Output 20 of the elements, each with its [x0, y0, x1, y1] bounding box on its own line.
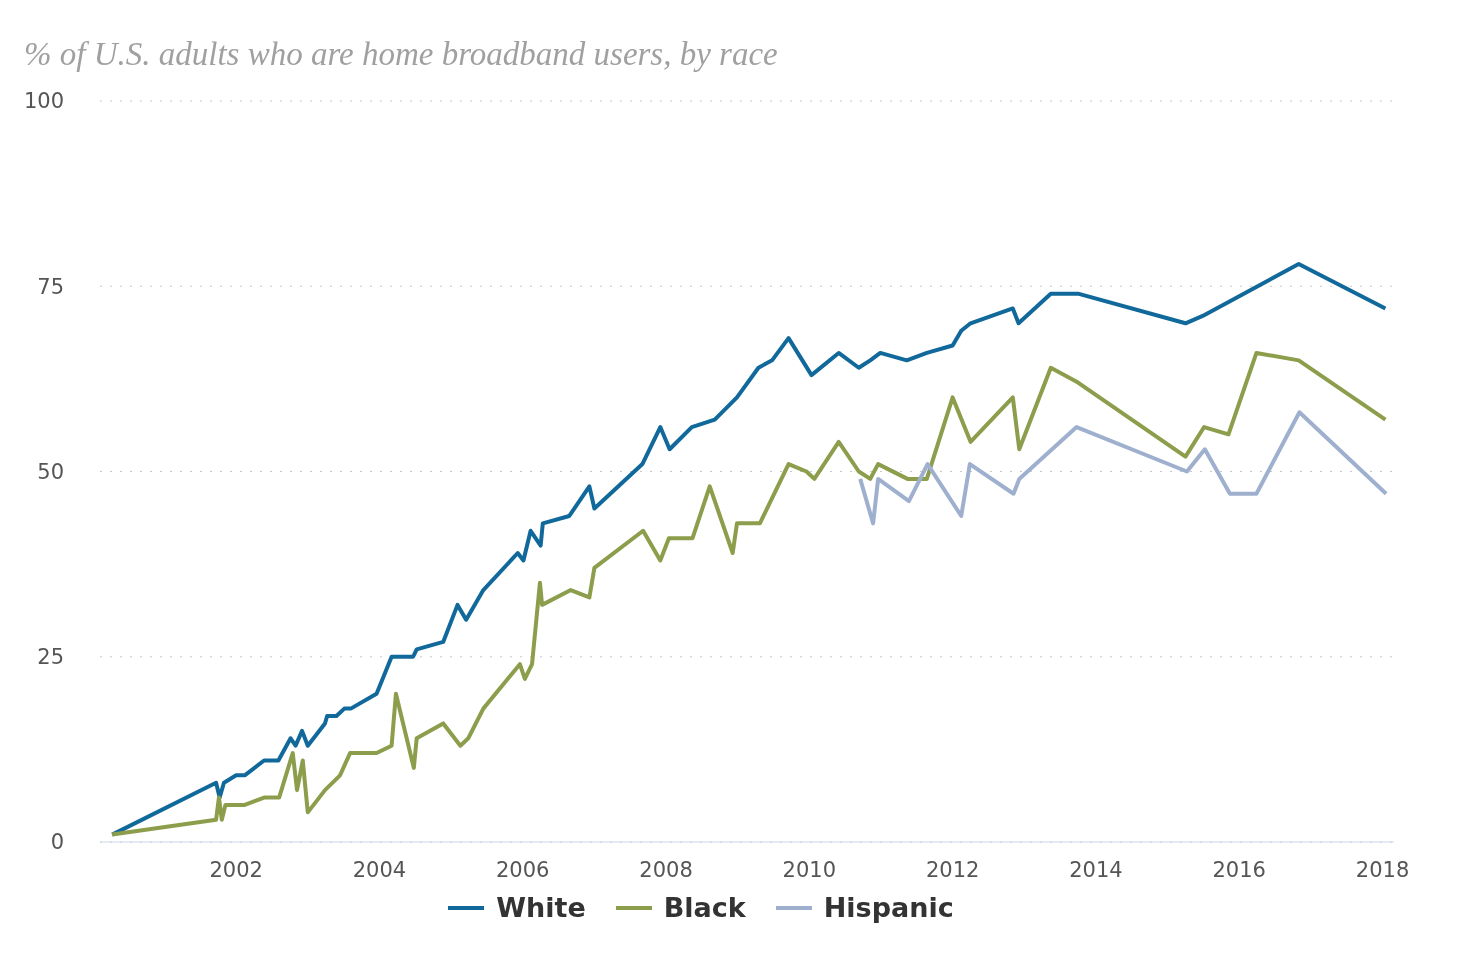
- x-tick-label: 2016: [1212, 857, 1266, 882]
- x-tick-label: 2004: [352, 857, 407, 882]
- chart-title: % of U.S. adults who are home broadband users, by race: [24, 36, 779, 73]
- line-series: [858, 410, 1389, 526]
- y-tick-label: 25: [37, 645, 64, 670]
- y-tick-label: 50: [37, 459, 64, 484]
- x-tick-label: 2018: [1355, 857, 1410, 882]
- x-tick-label: 2008: [639, 857, 693, 882]
- legend-label: Black: [663, 892, 746, 923]
- y-tick-label: 0: [50, 830, 64, 855]
- y-tick-label: 75: [37, 274, 64, 299]
- line-series: [110, 350, 1388, 837]
- x-tick-label: 2002: [209, 857, 263, 882]
- x-tick-label: 2006: [496, 857, 550, 882]
- x-tick-label: 2012: [925, 857, 980, 882]
- y-tick-label: 100: [23, 89, 64, 114]
- x-tick-label: 2014: [1069, 857, 1123, 882]
- legend-label: Hispanic: [823, 892, 954, 923]
- x-tick-label: 2010: [782, 857, 837, 882]
- legend-label: White: [496, 892, 586, 923]
